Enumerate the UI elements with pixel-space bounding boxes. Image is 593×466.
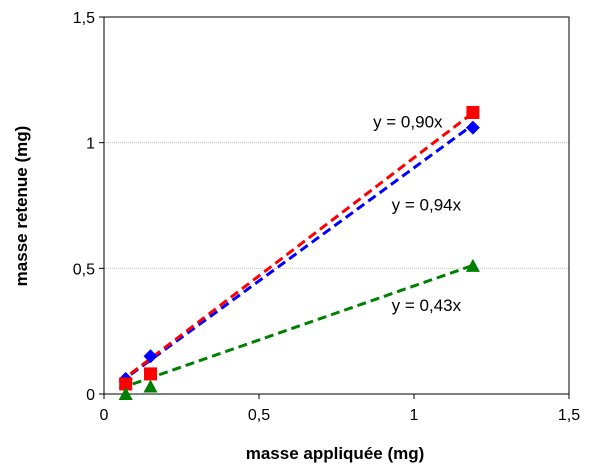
y-tick-label-2: 1 bbox=[86, 136, 95, 153]
triangle-point-2 bbox=[465, 258, 480, 272]
plot-area bbox=[103, 16, 570, 395]
square-point-2 bbox=[466, 106, 480, 120]
triangle-point-0 bbox=[118, 387, 133, 400]
trendlines bbox=[118, 111, 474, 391]
y-tick-labels: 0 0,5 1 1,5 bbox=[73, 10, 95, 404]
axis-ticks bbox=[99, 16, 570, 399]
square-point-0 bbox=[119, 377, 133, 391]
x-tick-label-1: 0,5 bbox=[248, 407, 270, 424]
y-tick-label-0: 0 bbox=[86, 387, 95, 404]
diamond-point-2 bbox=[465, 120, 480, 135]
y-tick-label-3: 1,5 bbox=[73, 10, 95, 27]
x-tick-labels: 0 0,5 1 1,5 bbox=[100, 407, 581, 424]
diamond-point-1 bbox=[143, 349, 158, 364]
equation-annotations: y = 0,90x y = 0,94x y = 0,43x bbox=[373, 113, 462, 315]
x-tick-label-3: 1,5 bbox=[558, 407, 580, 424]
trendline-diamond bbox=[118, 123, 474, 384]
trendline-triangle bbox=[119, 263, 474, 391]
data-markers bbox=[118, 106, 480, 400]
equation-label-1: y = 0,94x bbox=[392, 196, 462, 215]
equation-label-0: y = 0,90x bbox=[373, 113, 443, 132]
square-point-1 bbox=[144, 367, 157, 381]
triangle-point-1 bbox=[143, 379, 158, 393]
x-tick-label-2: 1 bbox=[410, 407, 419, 424]
x-axis-title: masse appliquée (mg) bbox=[246, 444, 425, 463]
equation-label-2: y = 0,43x bbox=[392, 296, 462, 315]
y-axis-title: masse retenue (mg) bbox=[12, 126, 31, 287]
y-tick-label-1: 0,5 bbox=[73, 261, 95, 278]
gridlines bbox=[104, 16, 569, 269]
x-tick-label-0: 0 bbox=[100, 407, 109, 424]
trendline-square bbox=[118, 111, 474, 384]
